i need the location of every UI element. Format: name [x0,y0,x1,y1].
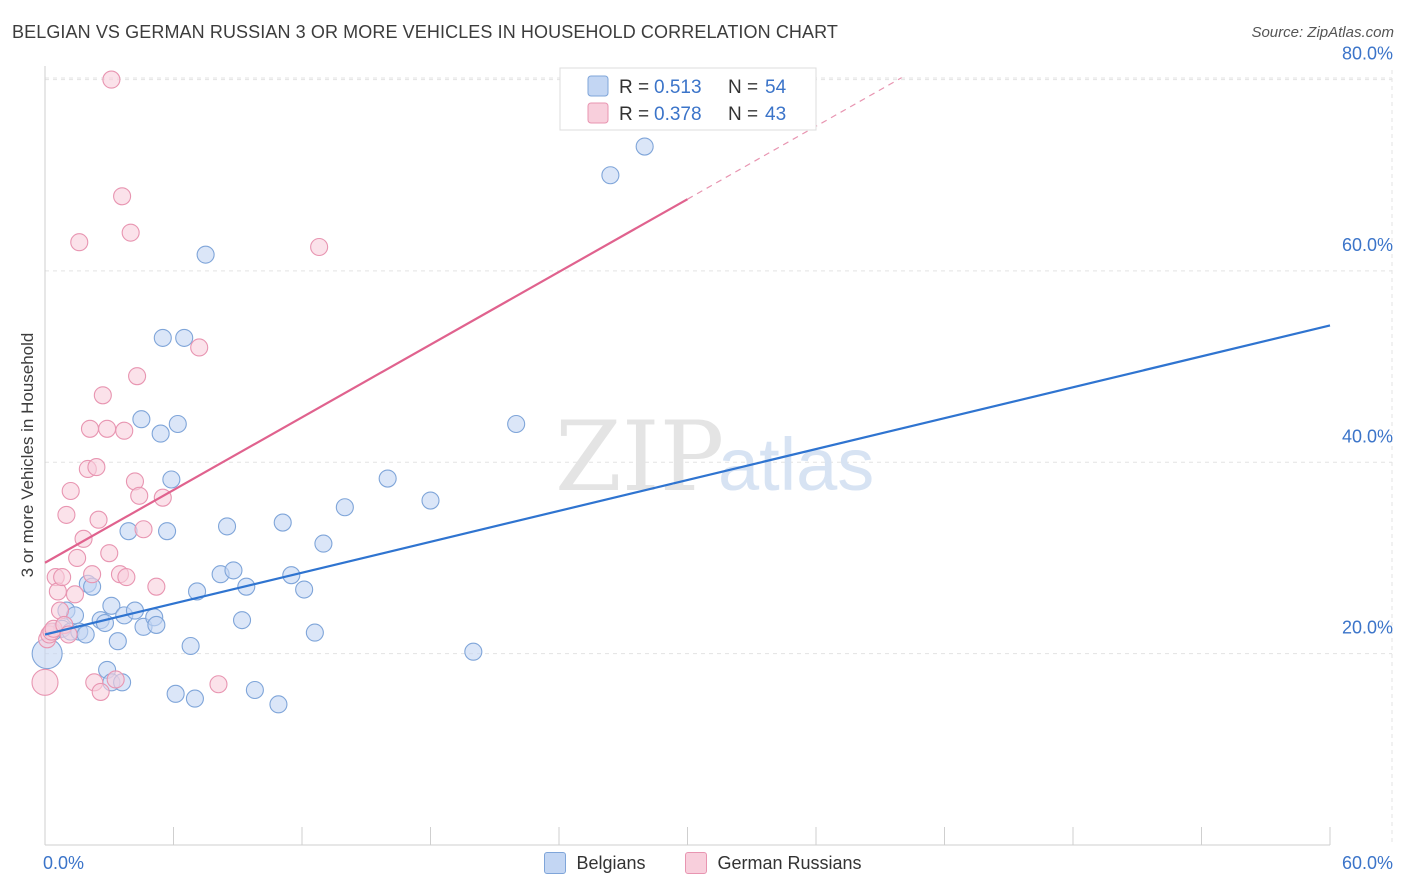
belgians-point [76,625,95,644]
x-tick-label: 60.0% [1342,853,1393,873]
belgians-point [314,534,333,553]
german-russians-point [53,568,72,587]
belgians-point [335,498,354,517]
legend-swatch [587,102,609,124]
legend-label-belgians: Belgians [576,852,646,873]
german-russians-point [31,668,59,696]
belgians-point [507,414,526,434]
trend-lines-layer [44,77,1331,636]
belgians-point [635,137,654,156]
belgians-point [162,470,181,489]
german-russians-point [83,565,102,584]
legend-box: R = 0.513 N = 54 R = 0.378 N = 43 [559,67,817,131]
x-tick-label: 0.0% [43,853,84,873]
german-russians-point [128,367,147,386]
german-russians-point [98,419,117,438]
german-russians-point [100,544,119,563]
german-russians-point [65,585,85,604]
german-russians-point [113,187,132,206]
german-russians-point [91,682,110,701]
german-russians-point [89,510,108,529]
legend-r-label: R = [619,77,649,98]
belgians-point [95,613,115,633]
legend-n-label: N = [728,77,758,98]
german-russians-point [310,237,329,257]
german-russians-point [117,568,136,587]
german-russians-point [121,223,140,242]
german-russians-point [87,458,106,477]
german-russians-point [147,577,166,596]
belgians-point [464,642,483,661]
belgians-point [153,328,172,347]
belgians-point [185,689,204,708]
belgians-point [232,611,252,630]
belgians-point [601,166,620,185]
y-tick-label: 80.0% [1342,44,1393,64]
belgians-point [269,695,288,714]
belgians-point [224,561,243,580]
legend-label-german-russians: German Russians [717,852,862,873]
legend-item-german-russians[interactable]: German Russians [685,852,862,874]
belgians-point [421,491,440,510]
german-russians-point [57,505,76,524]
belgians-point [181,636,200,656]
source-label: Source: ZipAtlas.com [1251,24,1394,41]
legend-swatch [587,75,609,97]
german-russians-point [68,548,87,568]
belgians-point [132,410,151,429]
points-layer [31,70,654,714]
german-russians-point [93,386,112,405]
belgians-point [102,596,121,615]
belgians-point [158,522,177,541]
german-russians-point [134,520,153,539]
watermark: ZIP atlas [555,401,874,513]
german-russians-swatch [685,852,708,874]
legend-item-belgians[interactable]: Belgians [544,852,645,874]
belgians-point [378,469,397,488]
belgians-point [175,328,194,347]
belgians-point [168,414,187,434]
belgians-point [305,623,324,642]
german-russians-point [61,481,80,501]
legend-n-value: 43 [765,104,786,125]
legend-n-value: 54 [765,77,787,98]
belgians-point [166,684,185,703]
axis-layer: 20.0% 40.0% 60.0% 80.0% 0.0% 60.0% [43,44,1393,873]
watermark-atlas: atlas [718,423,874,506]
belgians-point [108,632,127,651]
belgians-point [273,513,292,532]
belgians-point [217,517,237,536]
belgians-point [188,582,207,601]
belgians-point [196,245,215,264]
german-russians-point [80,419,100,438]
german-russians-point [209,675,228,694]
german-russians-trend-line [44,198,689,564]
german-russians-point [130,486,149,505]
y-tick-label: 40.0% [1342,426,1393,446]
belgians-point [147,615,166,634]
german-russians-trend-extension [687,77,902,200]
german-russians-point [115,421,134,440]
bottom-legend: Belgians German Russians [0,852,1406,874]
chart-title: BELGIAN VS GERMAN RUSSIAN 3 OR MORE VEHI… [12,22,838,42]
legend-r-value: 0.513 [654,77,702,98]
german-russians-point [70,233,89,252]
belgians-trend-line [44,324,1331,636]
belgians-point [295,580,314,599]
grid-layer [45,70,1393,845]
belgians-point [119,522,138,541]
y-tick-label: 20.0% [1342,618,1393,638]
legend-r-label: R = [619,104,649,125]
german-russians-point [106,670,125,689]
german-russians-point [190,338,209,357]
belgians-point [245,680,264,700]
belgians-swatch [544,852,567,874]
watermark-zip: ZIP [555,401,724,513]
legend-n-label: N = [728,104,758,125]
y-tick-label: 60.0% [1342,235,1393,255]
legend-r-value: 0.378 [654,104,702,125]
belgians-point [151,424,170,443]
german-russians-point [102,70,121,89]
